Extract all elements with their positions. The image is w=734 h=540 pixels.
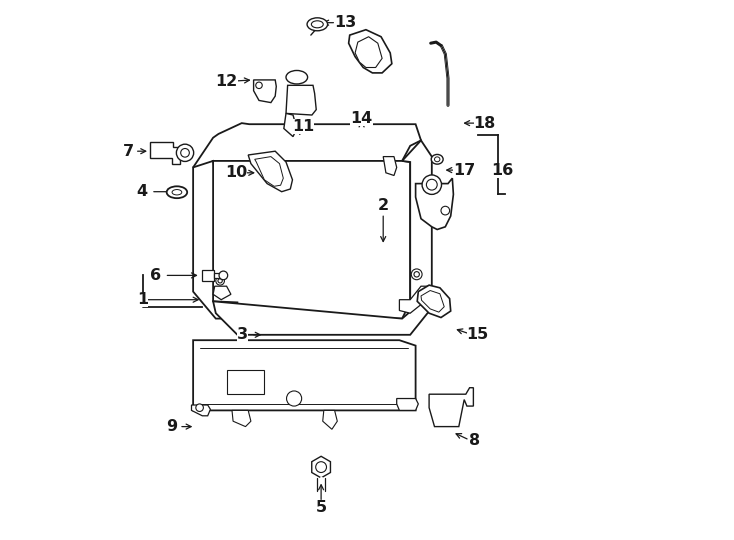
- Text: 16: 16: [491, 163, 513, 178]
- Polygon shape: [415, 178, 454, 230]
- Circle shape: [255, 82, 262, 89]
- Polygon shape: [227, 370, 264, 394]
- Polygon shape: [232, 410, 251, 427]
- Circle shape: [176, 144, 194, 161]
- Polygon shape: [193, 123, 421, 167]
- Polygon shape: [193, 340, 415, 410]
- Ellipse shape: [311, 21, 323, 28]
- Circle shape: [219, 271, 228, 280]
- Circle shape: [414, 272, 419, 277]
- Ellipse shape: [172, 190, 182, 195]
- Text: 2: 2: [377, 198, 389, 213]
- Polygon shape: [193, 161, 237, 319]
- Circle shape: [181, 148, 189, 157]
- Text: 17: 17: [453, 163, 476, 178]
- Circle shape: [218, 279, 222, 283]
- Text: 1: 1: [137, 292, 148, 307]
- Ellipse shape: [435, 157, 440, 161]
- Polygon shape: [202, 270, 214, 281]
- Polygon shape: [284, 113, 297, 137]
- Circle shape: [441, 206, 450, 215]
- Text: 6: 6: [150, 268, 161, 283]
- Circle shape: [411, 269, 422, 280]
- Polygon shape: [355, 37, 382, 68]
- Text: 4: 4: [137, 184, 148, 199]
- Text: 11: 11: [292, 119, 314, 134]
- Text: 15: 15: [467, 327, 489, 342]
- Polygon shape: [396, 399, 418, 410]
- Text: 8: 8: [470, 433, 481, 448]
- Circle shape: [422, 175, 442, 194]
- Text: 14: 14: [350, 111, 373, 126]
- Polygon shape: [213, 286, 432, 335]
- Polygon shape: [150, 142, 180, 164]
- Polygon shape: [214, 273, 223, 278]
- Polygon shape: [417, 285, 451, 318]
- Polygon shape: [254, 80, 276, 103]
- Polygon shape: [213, 286, 231, 300]
- Text: 18: 18: [473, 116, 496, 131]
- Polygon shape: [255, 157, 283, 186]
- Circle shape: [216, 276, 225, 285]
- Circle shape: [286, 391, 302, 406]
- Circle shape: [316, 462, 327, 472]
- Text: 12: 12: [216, 73, 238, 89]
- Ellipse shape: [432, 154, 443, 164]
- Text: 3: 3: [237, 327, 248, 342]
- Text: 7: 7: [123, 144, 134, 159]
- Circle shape: [196, 404, 203, 411]
- Text: 9: 9: [166, 419, 177, 434]
- Polygon shape: [286, 85, 316, 115]
- Ellipse shape: [307, 18, 327, 31]
- Text: 10: 10: [225, 165, 247, 180]
- Text: 13: 13: [334, 15, 357, 30]
- Polygon shape: [323, 410, 338, 429]
- Text: 5: 5: [316, 500, 327, 515]
- Polygon shape: [399, 286, 435, 313]
- Circle shape: [426, 179, 437, 190]
- Polygon shape: [349, 30, 392, 73]
- Polygon shape: [312, 456, 330, 478]
- Ellipse shape: [286, 71, 308, 84]
- Polygon shape: [192, 405, 211, 416]
- Polygon shape: [248, 151, 292, 192]
- Ellipse shape: [167, 186, 187, 198]
- Polygon shape: [383, 157, 396, 176]
- Polygon shape: [421, 291, 444, 312]
- Polygon shape: [213, 161, 410, 319]
- Polygon shape: [429, 388, 473, 427]
- Polygon shape: [402, 140, 432, 302]
